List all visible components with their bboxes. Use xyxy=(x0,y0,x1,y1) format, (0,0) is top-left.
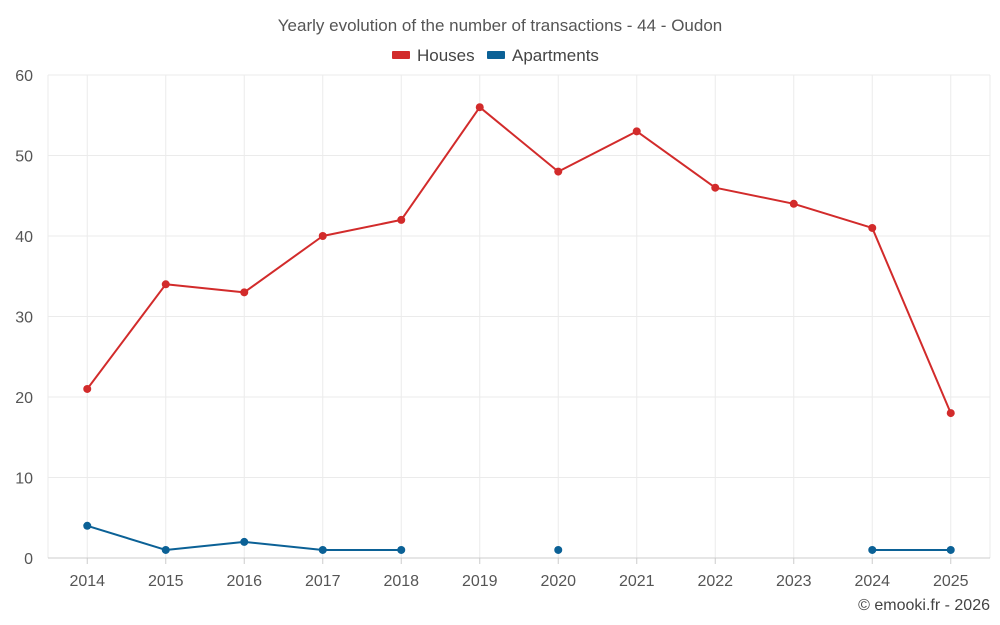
x-tick-label: 2020 xyxy=(540,573,576,590)
data-point-houses[interactable]: Houses 2014: 21 xyxy=(83,384,92,393)
series-houses: Houses 2014: 21 Houses 2015: 34 Houses 201… xyxy=(83,103,955,418)
x-tick-label: 2023 xyxy=(776,573,812,590)
x-tick-label: 2019 xyxy=(462,573,498,590)
legend-label-apartments[interactable]: Apartments xyxy=(512,46,599,65)
legend-swatch-apartments[interactable] xyxy=(487,51,505,59)
series: Houses 2014: 21 Houses 2015: 34 Houses 201… xyxy=(83,103,955,554)
data-point-apartments[interactable]: Apartments 2014: 4 xyxy=(83,521,92,530)
data-point-apartments[interactable]: Apartments 2024: 1 xyxy=(868,545,877,554)
data-point-houses[interactable]: Houses 2025: 18 xyxy=(946,409,955,418)
credit-text: © emooki.fr - 2026 xyxy=(858,597,990,614)
data-point-apartments[interactable]: Apartments 2025: 1 xyxy=(946,545,955,554)
y-tick-label: 50 xyxy=(15,149,33,166)
y-tick-label: 40 xyxy=(15,229,33,246)
x-tick-label: 2021 xyxy=(619,573,655,590)
data-point-apartments[interactable]: Apartments 2018: 1 xyxy=(397,545,406,554)
x-tick-label: 2017 xyxy=(305,573,341,590)
data-point-houses[interactable]: Houses 2022: 46 xyxy=(711,183,720,192)
data-point-houses[interactable]: Houses 2019: 56 xyxy=(475,103,484,112)
grid xyxy=(47,74,991,558)
x-tick-label: 2018 xyxy=(383,573,419,590)
data-point-houses[interactable]: Houses 2024: 41 xyxy=(868,223,877,232)
data-point-houses[interactable]: Houses 2015: 34 xyxy=(161,280,170,289)
data-point-apartments[interactable]: Apartments 2015: 1 xyxy=(161,545,170,554)
chart-title: Yearly evolution of the number of transa… xyxy=(278,16,722,35)
x-tick-label: 2025 xyxy=(933,573,969,590)
y-tick-label: 10 xyxy=(15,471,33,488)
series-apartments: Apartments 2014: 4 Apartments 2015: 1 Apar… xyxy=(83,521,955,554)
data-point-houses[interactable]: Houses 2017: 40 xyxy=(318,232,327,240)
x-tick-label: 2015 xyxy=(148,573,184,590)
series-line-houses xyxy=(86,106,952,414)
legend: Houses Apartments xyxy=(392,46,599,65)
axes: 0 10 20 30 40 50 60 2014 2015 2016 2017 2018 2019 202… xyxy=(15,68,990,590)
x-tick-label: 2014 xyxy=(69,573,105,590)
data-point-apartments[interactable]: Apartments 2017: 1 xyxy=(318,545,327,554)
y-tick-label: 60 xyxy=(15,68,33,85)
data-point-apartments[interactable]: Apartments 2016: 2 xyxy=(240,537,249,546)
x-tick-label: 2022 xyxy=(697,573,733,590)
y-tick-label: 0 xyxy=(24,551,33,568)
data-point-houses[interactable]: Houses 2018: 42 xyxy=(397,215,406,224)
data-point-apartments[interactable]: Apartments 2020: 1 xyxy=(554,545,563,554)
x-tick-label: 2016 xyxy=(226,573,262,590)
legend-swatch-houses[interactable] xyxy=(392,51,410,59)
y-tick-label: 30 xyxy=(15,310,33,327)
data-point-houses[interactable]: Houses 2016: 33 xyxy=(240,288,249,297)
data-point-houses[interactable]: Houses 2020: 48 xyxy=(554,167,563,176)
x-tick-label: 2024 xyxy=(854,573,890,590)
data-point-houses[interactable]: Houses 2021: 53 xyxy=(632,127,641,136)
legend-label-houses[interactable]: Houses xyxy=(417,46,475,65)
data-point-houses[interactable]: Houses 2023: 44 xyxy=(789,199,798,208)
y-tick-label: 20 xyxy=(15,390,33,407)
